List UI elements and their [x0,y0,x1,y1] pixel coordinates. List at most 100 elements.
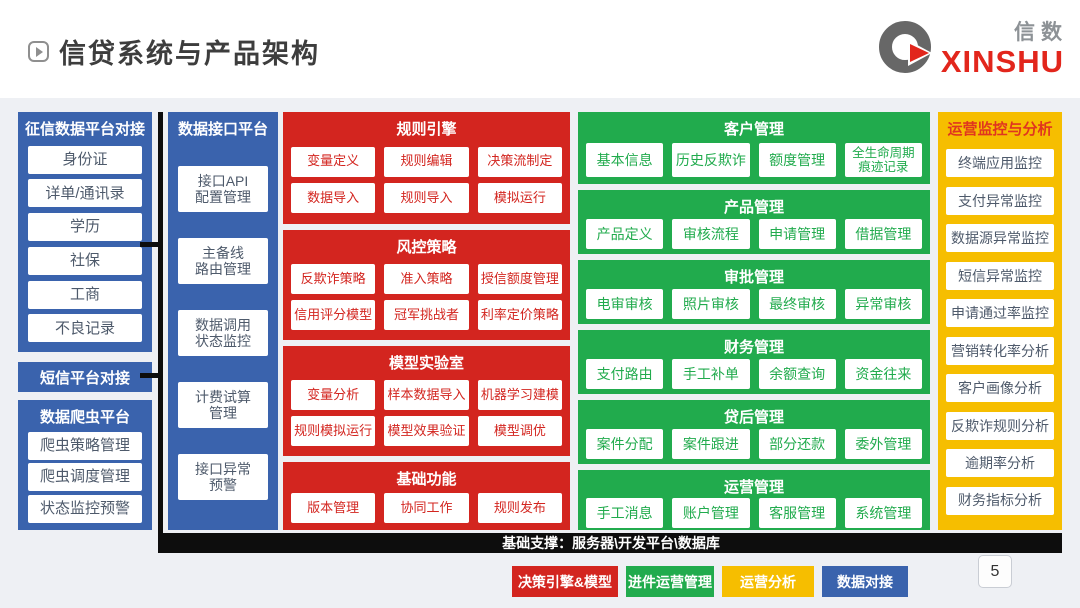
list-item: 短信异常监控 [946,261,1054,290]
list-item: 数据导入 [291,183,376,214]
rules-engine-panel: 规则引擎 变量定义 规则编辑 决策流制定 数据导入 规则导入 模拟运行 [283,112,570,224]
list-item: 反欺诈策略 [291,264,376,294]
credit-data-platform-panel: 征信数据平台对接 身份证 详单/通讯录 学历 社保 工商 不良记录 [18,112,152,352]
panel-title: 审批管理 [723,269,784,286]
list-item: 规则导入 [384,183,469,214]
list-item: 最终审核 [758,289,836,319]
legend-decision-engine: 决策引擎&模型 [512,566,618,597]
post-loan-management-panel: 贷后管理 案件分配 案件跟进 部分还款 委外管理 [578,400,930,464]
list-item: 案件分配 [586,429,664,459]
list-item: 电审审核 [586,289,664,319]
list-item: 协同工作 [384,493,469,523]
list-item: 接口API 配置管理 [178,166,268,212]
finance-management-panel: 财务管理 支付路由 手工补单 余额查询 资金往来 [578,330,930,394]
panel-title: 数据接口平台 [177,121,268,138]
connector-line [140,242,162,247]
list-item: 资金往来 [844,359,922,389]
logo-ring-icon [878,20,932,73]
list-item: 冠军挑战者 [384,300,469,330]
list-item: 申请通过率监控 [946,299,1054,328]
list-item: 手工消息 [586,498,664,528]
list-item: 支付路由 [586,359,664,389]
logo-text-cn: 信数 [1014,21,1068,44]
list-item: 客服管理 [758,498,836,528]
risk-strategy-panel: 风控策略 反欺诈策略 准入策略 授信额度管理 信用评分模型 冠军挑战者 利率定价… [283,230,570,340]
panel-title: 贷后管理 [723,409,784,426]
list-item: 数据源异常监控 [946,224,1054,253]
xinshu-logo: 信数 XINSHU [878,16,1064,79]
list-item: 不良记录 [28,314,142,343]
legend: 决策引擎&模型 进件运营管理 运营分析 数据对接 [512,566,908,597]
monitoring-analysis-panel: 运营监控与分析 终端应用监控 支付异常监控 数据源异常监控 短信异常监控 申请通… [938,112,1062,530]
list-item: 全生命周期 痕迹记录 [844,143,922,177]
list-item: 申请管理 [758,219,836,249]
list-item: 详单/通讯录 [28,179,142,208]
panel-title: 产品管理 [723,199,784,216]
list-item: 支付异常监控 [946,186,1054,215]
legend-data-integration: 数据对接 [822,566,908,597]
crawler-platform-panel: 数据爬虫平台 爬虫策略管理 爬虫调度管理 状态监控预警 [18,400,152,530]
list-item: 照片审核 [672,289,750,319]
list-item: 账户管理 [672,498,750,528]
list-item: 接口异常 预警 [178,454,268,500]
play-icon [28,41,49,62]
page-title: 信贷系统与产品架构 [59,39,320,69]
page-number: 5 [978,555,1012,588]
list-item: 模型调优 [477,416,562,446]
list-item: 利率定价策略 [477,300,562,330]
panel-title: 运营监控与分析 [947,121,1053,138]
list-item: 变量分析 [291,380,376,410]
list-item: 爬虫策略管理 [28,431,142,460]
list-item: 样本数据导入 [384,380,469,410]
list-item: 手工补单 [672,359,750,389]
list-item: 状态监控预警 [28,494,142,523]
list-item: 委外管理 [844,429,922,459]
list-item: 基本信息 [586,143,664,177]
list-item: 版本管理 [291,493,376,523]
legend-intake-operations: 进件运营管理 [626,566,714,597]
panel-title: 征信数据平台对接 [24,121,145,138]
list-item: 审核流程 [672,219,750,249]
list-item: 余额查询 [758,359,836,389]
divider-line [158,112,163,553]
list-item: 产品定义 [586,219,664,249]
model-lab-panel: 模型实验室 变量分析 样本数据导入 机器学习建模 规则模拟运行 模型效果验证 模… [283,346,570,456]
list-item: 规则发布 [477,493,562,523]
panel-title: 基础功能 [396,471,457,488]
list-item: 反欺诈规则分析 [946,411,1054,440]
list-item: 社保 [28,246,142,275]
list-item: 借据管理 [844,219,922,249]
sms-platform-bar: 短信平台对接 [18,362,152,392]
logo-text-en: XINSHU [940,44,1064,79]
list-item: 财务指标分析 [946,486,1054,515]
list-item: 计费试算 管理 [178,382,268,428]
list-item: 变量定义 [291,146,376,177]
list-item: 模拟运行 [477,183,562,214]
list-item: 系统管理 [844,498,922,528]
list-item: 案件跟进 [672,429,750,459]
list-item: 额度管理 [758,143,836,177]
list-item: 机器学习建模 [477,380,562,410]
panel-title: 财务管理 [723,339,784,356]
approval-management-panel: 审批管理 电审审核 照片审核 最终审核 异常审核 [578,260,930,324]
customer-management-panel: 客户管理 基本信息 历史反欺诈 额度管理 全生命周期 痕迹记录 [578,112,930,184]
list-item: 准入策略 [384,264,469,294]
list-item: 异常审核 [844,289,922,319]
legend-operations-analysis: 运营分析 [722,566,814,597]
basic-functions-panel: 基础功能 版本管理 协同工作 规则发布 [283,462,570,530]
panel-title: 运营管理 [723,479,784,496]
panel-title: 客户管理 [723,121,784,138]
list-item: 授信额度管理 [477,264,562,294]
page-header: 信贷系统与产品架构 [28,32,320,71]
list-item: 历史反欺诈 [672,143,750,177]
panel-title: 模型实验室 [388,355,464,372]
list-item: 规则编辑 [384,146,469,177]
list-item: 营销转化率分析 [946,336,1054,365]
list-item: 终端应用监控 [946,149,1054,178]
product-management-panel: 产品管理 产品定义 审核流程 申请管理 借据管理 [578,190,930,254]
list-item: 工商 [28,280,142,309]
panel-title: 规则引擎 [396,121,457,138]
list-item: 数据调用 状态监控 [178,310,268,356]
list-item: 主备线 路由管理 [178,238,268,284]
data-interface-platform-panel: 数据接口平台 接口API 配置管理 主备线 路由管理 数据调用 状态监控 计费试… [168,112,278,530]
